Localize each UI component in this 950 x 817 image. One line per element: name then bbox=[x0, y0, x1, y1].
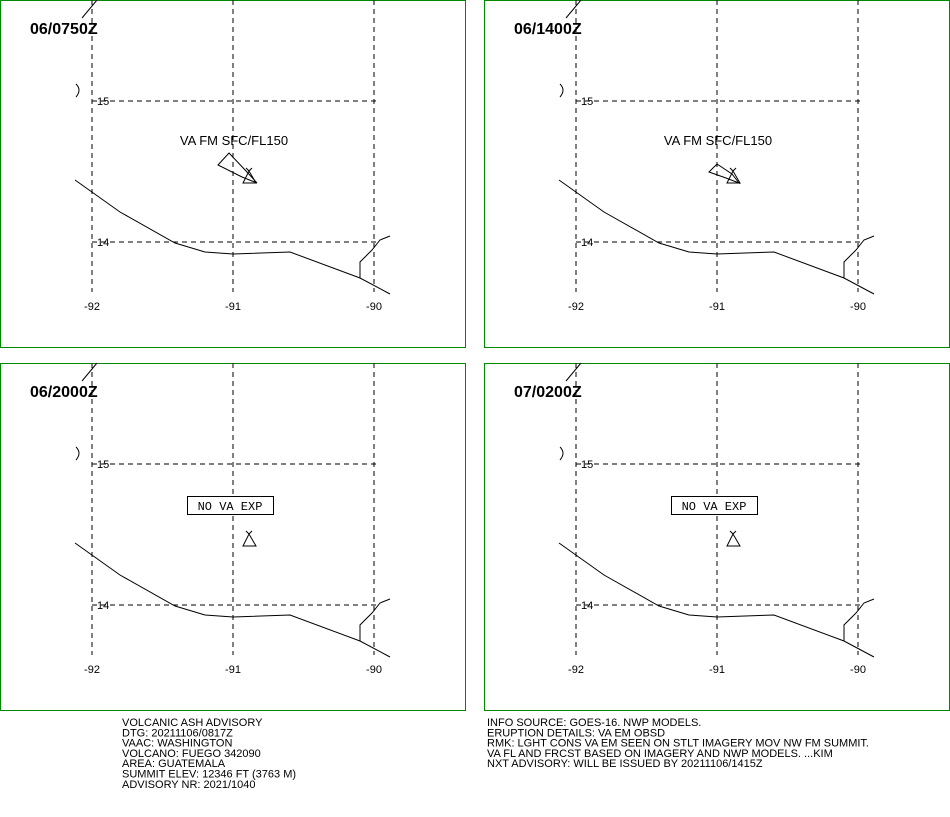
lon-label: -91 bbox=[225, 664, 241, 676]
advisory-line: VOLCANIC ASH ADVISORY bbox=[122, 717, 263, 729]
advisory-line: SUMMIT ELEV: 12346 FT (3763 M) bbox=[122, 769, 296, 781]
lat-label: 15 bbox=[581, 96, 593, 108]
lon-label: -90 bbox=[366, 664, 382, 676]
lat-label: 15 bbox=[97, 459, 109, 471]
lon-label: -90 bbox=[366, 301, 382, 313]
map-panel: -92 -91 -90 15 14 06/0750Z VA FM SFC/FL150 bbox=[0, 0, 466, 348]
advisory-line: RMK: LGHT CONS VA EM SEEN ON STLT IMAGER… bbox=[487, 738, 869, 750]
lon-label: -92 bbox=[84, 301, 100, 313]
advisory-line: INFO SOURCE: GOES-16. NWP MODELS. bbox=[487, 717, 701, 729]
advisory-line: ERUPTION DETAILS: VA EM OBSD bbox=[487, 727, 665, 739]
map-panel: -92 -91 -90 15 14 06/1400Z VA FM SFC/FL150 bbox=[484, 0, 950, 348]
volcano-symbol bbox=[242, 167, 257, 184]
volcano-symbol bbox=[726, 167, 741, 184]
valid-time: 06/2000Z bbox=[30, 384, 98, 401]
ash-annotation: NO VA EXP bbox=[682, 500, 747, 514]
coastline bbox=[81, 362, 98, 382]
coastline bbox=[75, 83, 80, 98]
coastline bbox=[74, 179, 391, 295]
map-panel: -92 -91 -90 15 14 07/0200Z NO VA EXP bbox=[484, 362, 950, 711]
valid-time: 07/0200Z bbox=[514, 384, 582, 401]
map-panel: -92 -91 -90 15 14 06/2000Z NO VA EXP bbox=[0, 362, 466, 711]
coastline bbox=[74, 542, 391, 658]
coastline bbox=[565, 0, 582, 19]
lon-label: -90 bbox=[850, 301, 866, 313]
lat-label: 14 bbox=[581, 237, 593, 249]
coastline bbox=[559, 446, 564, 461]
valid-time: 06/1400Z bbox=[514, 21, 582, 38]
lat-label: 14 bbox=[97, 600, 109, 612]
lat-label: 14 bbox=[581, 600, 593, 612]
volcano-symbol bbox=[726, 530, 741, 547]
advisory-line: NXT ADVISORY: WILL BE ISSUED BY 20211106… bbox=[487, 758, 763, 770]
coastline bbox=[843, 235, 875, 278]
lon-label: -90 bbox=[850, 664, 866, 676]
coastline bbox=[359, 598, 391, 641]
lon-label: -91 bbox=[709, 301, 725, 313]
lat-label: 15 bbox=[581, 459, 593, 471]
lat-label: 15 bbox=[97, 96, 109, 108]
annotation-box bbox=[671, 496, 758, 515]
lon-label: -92 bbox=[568, 664, 584, 676]
lat-label: 14 bbox=[97, 237, 109, 249]
ash-annotation: VA FM SFC/FL150 bbox=[664, 133, 772, 148]
advisory-line: VA FL AND FRCST BASED ON IMAGERY AND NWP… bbox=[487, 748, 833, 760]
coastline bbox=[565, 362, 582, 382]
ash-area bbox=[217, 152, 258, 184]
volcano-symbol bbox=[242, 530, 257, 547]
advisory-line: DTG: 20211106/0817Z bbox=[122, 727, 233, 739]
advisory-line: ADVISORY NR: 2021/1040 bbox=[122, 779, 256, 791]
ash-area bbox=[708, 163, 741, 185]
ash-annotation: VA FM SFC/FL150 bbox=[180, 133, 288, 148]
coastline bbox=[843, 598, 875, 641]
coastline bbox=[359, 235, 391, 278]
lon-label: -91 bbox=[709, 664, 725, 676]
coastline bbox=[558, 179, 875, 295]
coastline bbox=[81, 0, 98, 19]
annotation-box bbox=[187, 496, 274, 515]
lon-label: -92 bbox=[568, 301, 584, 313]
valid-time: 06/0750Z bbox=[30, 21, 98, 38]
coastline bbox=[558, 542, 875, 658]
ash-annotation: NO VA EXP bbox=[198, 500, 263, 514]
coastline bbox=[75, 446, 80, 461]
lon-label: -91 bbox=[225, 301, 241, 313]
lon-label: -92 bbox=[84, 664, 100, 676]
coastline bbox=[559, 83, 564, 98]
advisory-line: AREA: GUATEMALA bbox=[122, 758, 226, 770]
advisory-line: VAAC: WASHINGTON bbox=[122, 738, 232, 750]
advisory-line: VOLCANO: FUEGO 342090 bbox=[122, 748, 261, 760]
